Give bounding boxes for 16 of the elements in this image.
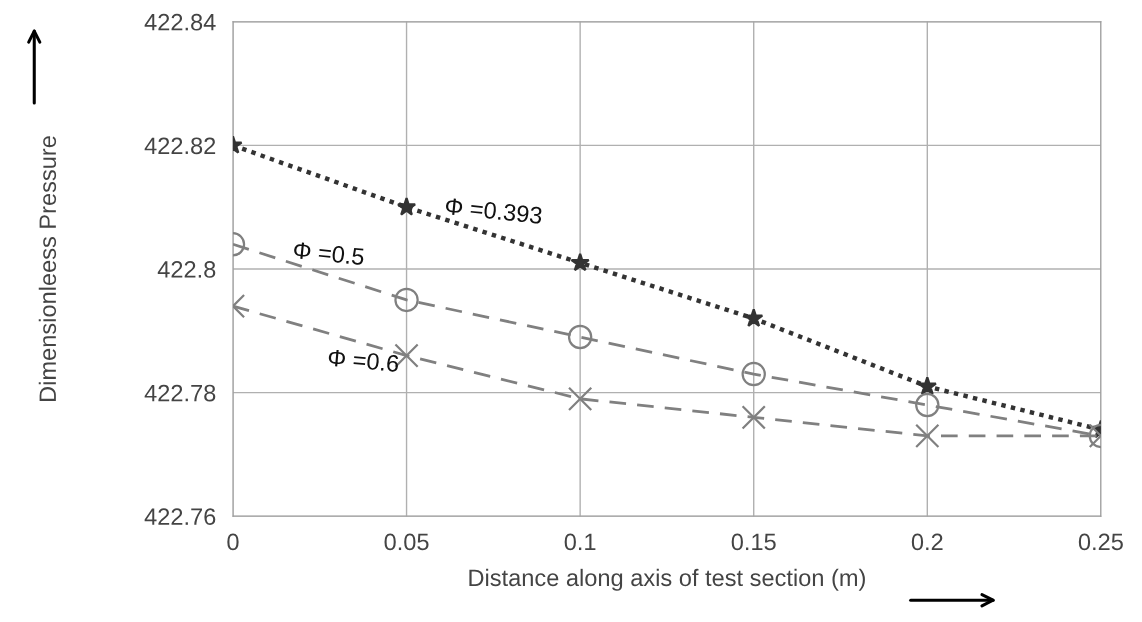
x-axis-title: Distance along axis of test section (m) — [469, 568, 865, 591]
text: Φ =0.5 — [293, 241, 365, 266]
y-tick-label: 422.84 — [144, 13, 216, 31]
x-tick-label: 0.1 — [564, 533, 596, 551]
y-tick-label: 422.8 — [157, 261, 216, 278]
x-tick-label: 0.25 — [1078, 533, 1123, 551]
x-tick-label: 0 — [227, 533, 239, 551]
y-tick-label: 422.78 — [144, 384, 216, 402]
y-tick-label: 422.82 — [144, 137, 216, 155]
x-tick-label: 0.2 — [911, 533, 943, 551]
text: Φ =0.393 — [445, 197, 543, 225]
x-tick-label: 0.15 — [731, 533, 776, 551]
x-tick-label: 0.05 — [384, 533, 429, 551]
text: Φ =0.6 — [328, 349, 399, 373]
y-axis-title: Dimensionleess Pressure — [38, 136, 57, 401]
y-tick-label: 422.76 — [144, 508, 216, 526]
